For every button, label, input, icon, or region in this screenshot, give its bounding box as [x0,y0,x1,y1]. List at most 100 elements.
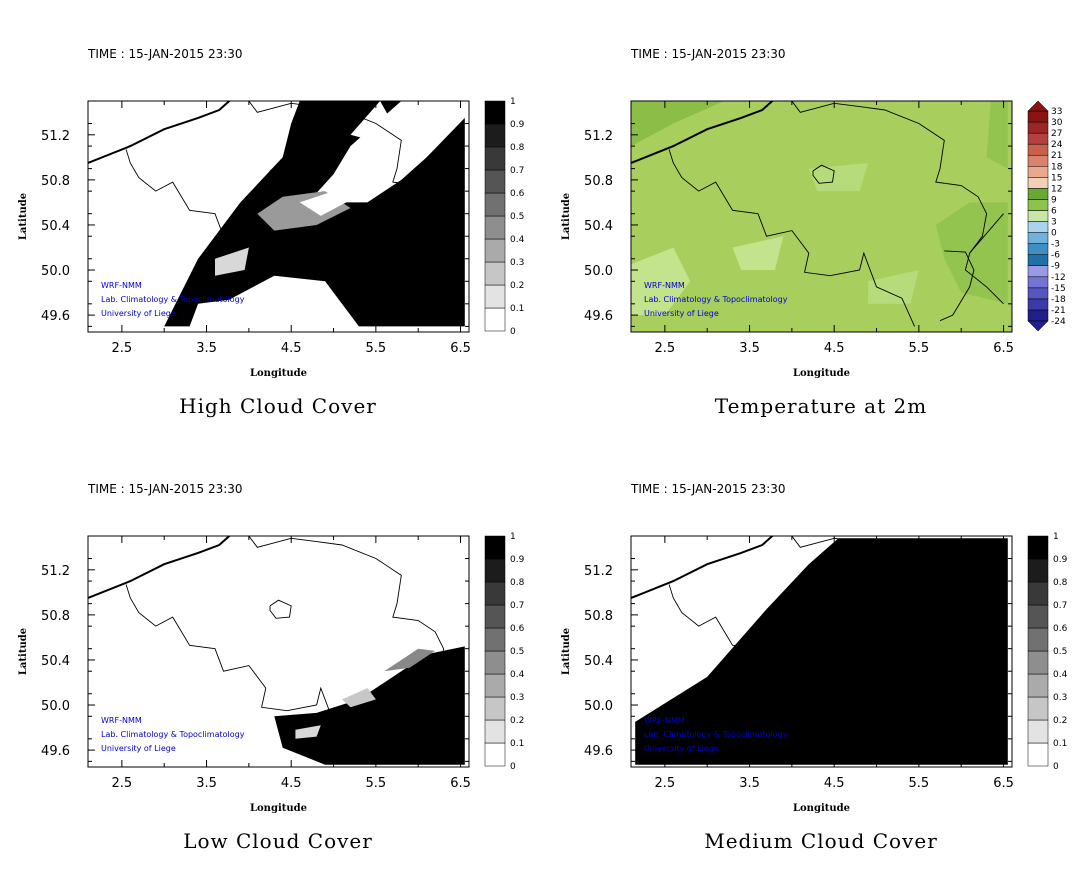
cloud-region [350,101,393,141]
colorbar-label: -18 [1051,295,1066,305]
colorbar-swatch [484,192,506,217]
colorbar-swatch [484,673,506,698]
chart-low-cloud-cover: TIME : 15-JAN-2015 23:30 WRF-NMM Lab. Clim… [18,482,525,853]
temperature-region [631,101,725,147]
x-tick-label: 5.5 [366,776,387,791]
time-label: TIME : 15-JAN-2015 23:30 [630,47,786,61]
coastline [88,536,231,599]
colorbar-label: 0.3 [1053,693,1067,703]
x-axis-title: Longitude [793,368,850,379]
colorbar-label: 0.3 [510,258,524,268]
colorbar-swatch [1027,188,1049,200]
colorbar-swatch [484,581,506,606]
x-tick-label: 2.5 [112,776,133,791]
credit-text: University of Liege [101,744,176,753]
x-tick-label: 4.5 [824,341,845,356]
map-area [631,536,1008,765]
colorbar-label: -15 [1051,284,1066,294]
colorbar-label: 9 [1051,195,1057,205]
temperature-region [935,202,1008,304]
map-area [88,101,465,327]
colorbar-swatch [1027,276,1049,289]
border-east [969,213,1004,254]
colorbar-label: -3 [1051,240,1060,250]
colorbar-label: 0.8 [1053,578,1068,588]
y-axis-title: Latitude [561,628,572,675]
x-tick-label: 3.5 [196,341,217,356]
colorbar-swatch [1027,309,1049,322]
colorbar-label: 1 [1053,532,1059,542]
y-tick-label: 51.2 [584,564,613,579]
colorbar-label: -9 [1051,262,1060,272]
temperature-region [808,163,869,192]
cloud-region [189,298,241,327]
colorbar-swatch [1027,121,1049,134]
panel-title: Medium Cloud Cover [704,829,938,853]
coastline [631,536,774,599]
colorbar-label: 0.9 [1053,555,1068,565]
colorbar-swatch [484,604,506,629]
y-tick-label: 50.4 [584,219,613,234]
colorbar-label: 27 [1051,129,1062,139]
colorbar-label: 0.8 [510,578,525,588]
colorbar-swatch [1027,143,1049,156]
colorbar-label: 0 [510,327,516,337]
x-tick-label: 5.5 [366,341,387,356]
chart-medium-cloud-cover: TIME : 15-JAN-2015 23:30 WRF-NMM Lab. Clim… [561,482,1068,853]
colorbar-swatch [484,284,506,309]
colorbar-label: 0.6 [510,624,525,634]
colorbar-label: 0.2 [510,716,524,726]
colorbar-swatch [1027,254,1049,266]
colorbar-label: 0.4 [510,670,525,680]
temperature-region [631,247,691,316]
credit-text: WRF-NMM [101,716,142,725]
border-luxembourg [396,250,432,322]
colorbar-label: 0.5 [510,647,524,657]
x-tick-label: 5.5 [909,776,930,791]
y-tick-label: 49.6 [584,309,613,324]
colorbar-label: 33 [1051,107,1062,117]
panel-temperature-2m: TIME : 15-JAN-2015 23:30 WRF-NMM Lab. Clim… [543,0,1086,434]
colorbar-label: 0 [1051,229,1057,239]
x-tick-label: 6.5 [993,341,1014,356]
colorbar-swatch [1027,265,1049,278]
colorbar-swatch [1027,558,1049,583]
coastline [88,101,231,164]
y-tick-label: 50.0 [584,264,613,279]
time-label: TIME : 15-JAN-2015 23:30 [630,482,786,496]
colorbar-max-arrow [1027,100,1049,112]
colorbar-label: 0.6 [1053,624,1068,634]
colorbar-label: 0 [1053,762,1059,772]
colorbar-label: 0.8 [510,143,525,153]
colorbar-swatch [1027,696,1049,721]
cloud-region [384,648,436,672]
plot-frame [87,535,470,768]
y-tick-label: 50.8 [41,174,70,189]
colorbar-swatch [1027,154,1049,167]
colorbar-swatch [484,742,506,767]
credit-text: University of Liege [101,309,176,318]
panel-low-cloud-cover: TIME : 15-JAN-2015 23:30 WRF-NMM Lab. Clim… [0,435,543,869]
y-tick-label: 51.2 [41,129,70,144]
y-tick-label: 50.4 [41,654,70,669]
map-area [88,536,465,765]
border-france [125,149,373,327]
colorbar-label: 0.9 [510,120,525,130]
colorbar-label: -6 [1051,251,1060,261]
y-tick-label: 50.4 [584,654,613,669]
border-france [125,584,373,762]
colorbar-label: 0.2 [1053,716,1067,726]
border-france [668,149,916,327]
x-tick-label: 6.5 [450,776,471,791]
cloud-region [299,191,347,216]
credit-text: Lab. Climatology & Topoclimatology [101,295,245,304]
colorbar-label: 0.3 [510,693,524,703]
x-tick-label: 5.5 [909,341,930,356]
cloud-region [274,646,465,765]
credit-text: University of Liege [644,744,719,753]
colorbar-label: 1 [510,97,516,107]
x-tick-label: 4.5 [281,341,302,356]
panel-title: Temperature at 2m [715,394,927,418]
colorbar-swatch [1027,719,1049,744]
border-brussels [812,599,835,619]
